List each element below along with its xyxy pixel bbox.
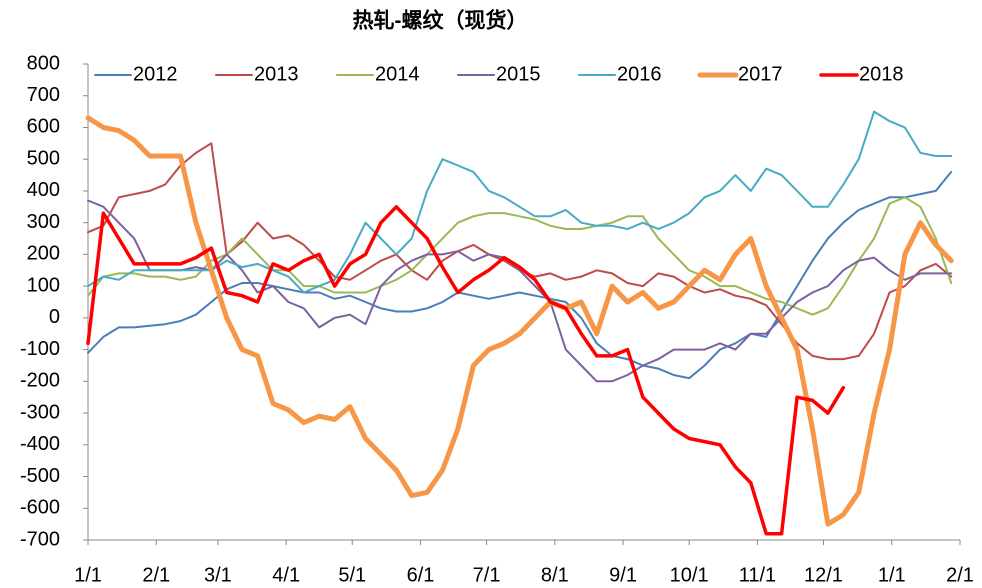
line-series	[87, 142, 953, 361]
x-tick-label: 5/1	[338, 564, 366, 586]
line-series	[87, 170, 953, 380]
x-tick-label: 12/1	[804, 564, 843, 586]
line-series	[87, 196, 953, 316]
y-tick-label: 400	[27, 179, 60, 201]
x-tick-label: 1/1	[878, 564, 906, 586]
x-tick-label: 6/1	[407, 564, 435, 586]
y-tick-label: 500	[27, 147, 60, 169]
y-tick-label: 0	[49, 306, 60, 328]
legend-label: 2014	[375, 63, 420, 85]
chart-title: 热轧-螺纹（现货）	[353, 9, 528, 33]
x-tick-label: 2/1	[142, 564, 170, 586]
line-series	[87, 110, 953, 294]
x-tick-label: 1/1	[74, 564, 102, 586]
x-tick-label: 3/1	[204, 564, 232, 586]
y-tick-label: -100	[20, 338, 60, 360]
line-series	[85, 115, 954, 527]
legend-label: 2015	[496, 63, 541, 85]
y-tick-label: 300	[27, 211, 60, 233]
y-tick-label: -500	[20, 465, 60, 487]
legend-label: 2012	[133, 63, 178, 85]
legend-label: 2018	[859, 63, 904, 85]
x-tick-label: 10/1	[670, 564, 709, 586]
x-tick-label: 2/1	[946, 564, 974, 586]
y-tick-label: -300	[20, 401, 60, 423]
y-tick-label: -400	[20, 433, 60, 455]
x-tick-label: 4/1	[272, 564, 300, 586]
y-tick-label: 600	[27, 116, 60, 138]
x-tick-label: 8/1	[541, 564, 569, 586]
y-tick-label: -600	[20, 497, 60, 519]
y-tick-label: 200	[27, 243, 60, 265]
y-tick-label: 800	[27, 52, 60, 74]
line-series	[86, 205, 846, 536]
y-tick-label: -700	[20, 528, 60, 550]
legend-label: 2016	[617, 63, 662, 85]
legend-label: 2013	[254, 63, 299, 85]
y-tick-label: 700	[27, 84, 60, 106]
x-tick-label: 9/1	[609, 564, 637, 586]
line-series	[87, 199, 953, 383]
legend-label: 2017	[738, 63, 783, 85]
x-tick-label: 7/1	[473, 564, 501, 586]
x-tick-label: 11/1	[739, 564, 776, 586]
y-tick-label: -200	[20, 370, 60, 392]
y-tick-label: 100	[27, 274, 60, 296]
